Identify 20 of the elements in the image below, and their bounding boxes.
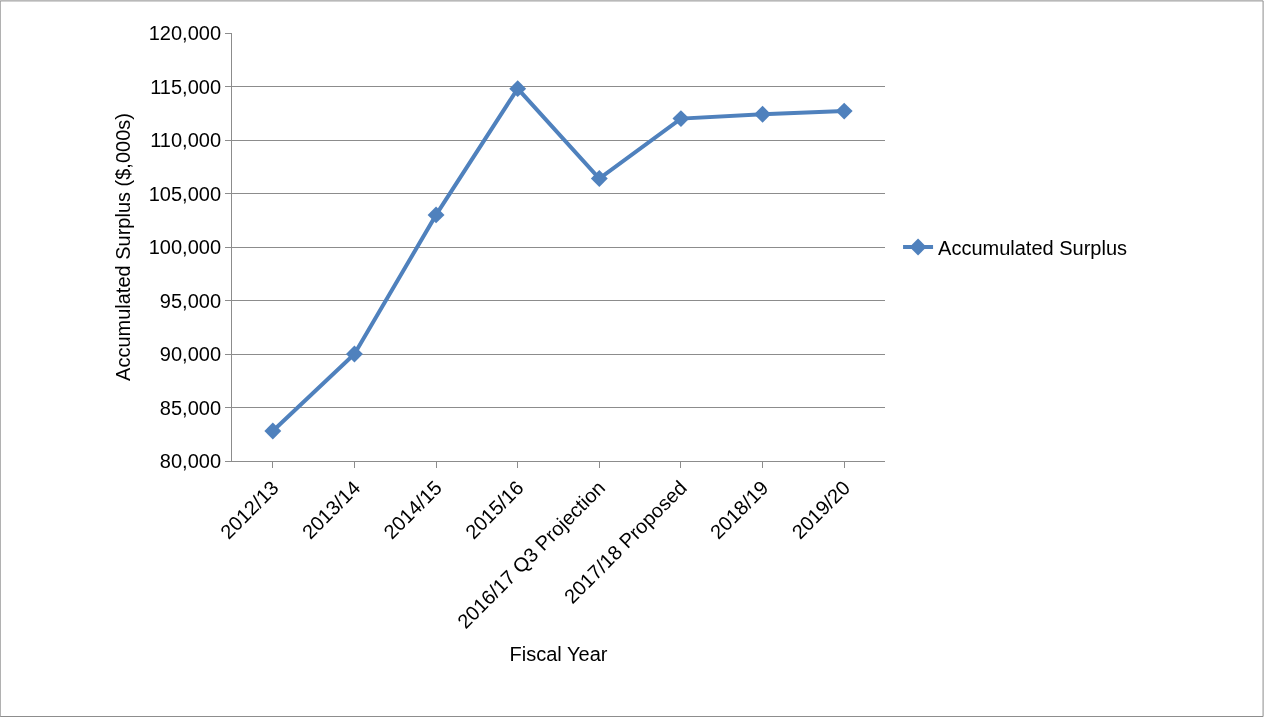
legend-label: Accumulated Surplus [938, 236, 1128, 259]
y-tick-label: 120,000 [148, 22, 221, 44]
x-axis-title: Fiscal Year [509, 643, 608, 666]
y-tick-label: 80,000 [159, 450, 221, 472]
point [835, 102, 853, 120]
y-tick-label: 100,000 [148, 236, 221, 258]
point [427, 206, 445, 224]
y-tick-label: 115,000 [150, 75, 221, 98]
y-axis-title: Accumulated Surplus ($,000s) [112, 113, 135, 381]
point [590, 170, 608, 187]
y-tick-label: 90,000 [159, 343, 221, 365]
y-tick-label: 110,000 [150, 129, 221, 151]
point [754, 105, 772, 123]
y-tick-label: 95,000 [159, 289, 221, 312]
point [345, 345, 363, 363]
y-tick-label: 85,000 [159, 396, 221, 419]
point [264, 422, 282, 440]
point [672, 110, 690, 128]
point [509, 80, 527, 98]
y-tick-label: 105,000 [148, 182, 221, 205]
